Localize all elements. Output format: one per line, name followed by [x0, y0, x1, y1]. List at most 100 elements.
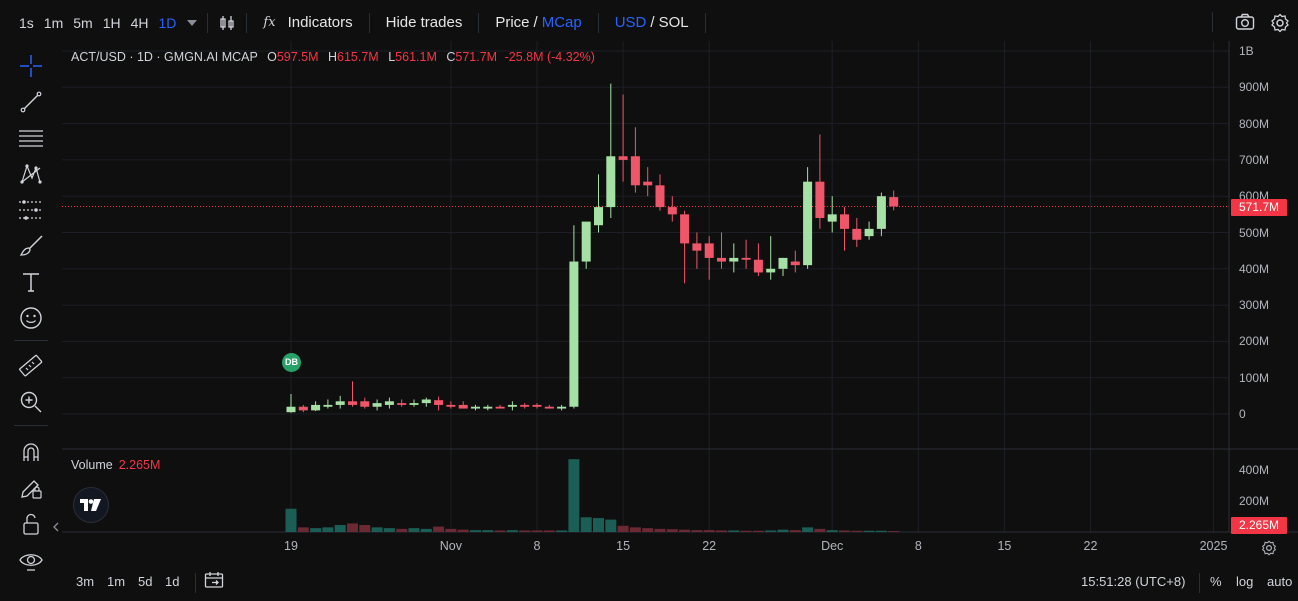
divider — [14, 340, 48, 341]
volume-bar — [666, 529, 678, 532]
range-1m[interactable]: 1m — [107, 574, 126, 589]
range-1d[interactable]: 1d — [165, 574, 180, 589]
percent-toggle[interactable]: % — [1210, 574, 1222, 589]
candle-down — [643, 181, 653, 186]
candle-down — [680, 214, 690, 244]
price-button[interactable]: Price — [495, 14, 530, 31]
tradingview-logo[interactable] — [73, 487, 109, 523]
sol-button[interactable]: SOL — [658, 14, 689, 31]
settings-gear-icon[interactable] — [1270, 13, 1290, 33]
volume-bar — [839, 530, 850, 532]
ruler-tool[interactable] — [16, 351, 46, 381]
volume-bar — [568, 459, 580, 532]
volume-bar — [593, 518, 604, 532]
trend-line-tool[interactable] — [16, 87, 46, 117]
candle-type-icon[interactable] — [218, 14, 236, 32]
smiley-icon — [20, 307, 42, 329]
trade-marker[interactable]: DB — [282, 353, 301, 372]
lock-drawing-tool[interactable] — [16, 473, 46, 503]
symbol-title[interactable]: ACT/USD · 1D · GMGN.AI MCAP — [71, 50, 258, 64]
price-tick-label: 400M — [1239, 261, 1270, 276]
timeframe-1s[interactable]: 1s — [19, 14, 34, 31]
low-value: 561.1M — [395, 50, 437, 64]
volume-bars — [285, 459, 900, 532]
candle-up — [729, 257, 739, 262]
fib-tool[interactable] — [16, 195, 46, 225]
goto-date-icon[interactable] — [204, 571, 224, 589]
magnet-tool[interactable] — [16, 437, 46, 467]
auto-toggle[interactable]: auto — [1267, 574, 1293, 589]
ohlc-legend: ACT/USD · 1D · GMGN.AI MCAP O597.5M H615… — [71, 50, 595, 64]
high-key: H — [328, 50, 338, 64]
volume-bar — [334, 525, 346, 532]
candle-up — [483, 406, 493, 409]
log-toggle[interactable]: log — [1236, 574, 1254, 589]
horizontal-lines-tool[interactable] — [16, 123, 46, 153]
volume-bar — [617, 525, 629, 532]
brush-tool[interactable] — [16, 231, 46, 261]
fx-icon: fx — [263, 15, 276, 30]
pattern-icon — [20, 164, 42, 184]
crosshair-tool[interactable] — [16, 51, 46, 81]
zoom-tool[interactable] — [16, 387, 46, 417]
timeframe-1h[interactable]: 1H — [102, 14, 121, 31]
volume-bar — [728, 530, 740, 532]
collapse-toolbar-icon[interactable] — [52, 522, 60, 532]
timeframe-1m[interactable]: 1m — [43, 14, 64, 31]
volume-bar — [470, 530, 481, 532]
volume-bar — [802, 527, 814, 532]
timeframe-5m[interactable]: 5m — [73, 14, 93, 31]
candle-up — [827, 214, 837, 222]
clock-time[interactable]: 15:51:28 (UTC+8) — [1081, 574, 1186, 589]
timeframe-4h[interactable]: 4H — [130, 14, 149, 31]
price-tick-label: 300M — [1239, 298, 1270, 313]
close-key: C — [446, 50, 456, 64]
range-5d[interactable]: 5d — [138, 574, 153, 589]
pattern-tool[interactable] — [16, 159, 46, 189]
candle-down — [360, 401, 370, 407]
candle-up — [778, 257, 788, 269]
candle-down — [852, 228, 862, 240]
time-tick-label: 22 — [1083, 539, 1098, 553]
range-3m[interactable]: 3m — [76, 574, 95, 589]
volume-bar — [863, 530, 875, 532]
candle-up — [557, 406, 567, 409]
volume-bar — [580, 517, 592, 532]
hide-tool[interactable] — [16, 545, 46, 575]
lock-tool[interactable] — [16, 509, 46, 539]
eye-icon — [19, 554, 43, 571]
volume-bar — [629, 527, 641, 532]
mcap-button[interactable]: MCap — [541, 14, 582, 31]
camera-icon[interactable] — [1235, 13, 1255, 31]
indicators-button[interactable]: fx Indicators — [257, 14, 358, 31]
emoji-tool[interactable] — [16, 303, 46, 333]
candle-up — [569, 261, 579, 407]
volume-bar — [482, 530, 494, 532]
candle-up — [421, 399, 431, 404]
volume-bar — [445, 528, 457, 532]
open-key: O — [267, 50, 277, 64]
slash-separator: / — [533, 14, 538, 31]
usd-button[interactable]: USD — [614, 14, 647, 31]
candle-up — [606, 156, 616, 208]
bottom-bar: 3m 1m 5d 1d 15:51:28 (UTC+8) % log auto — [0, 570, 1298, 601]
lock-icon — [23, 513, 39, 535]
candle-up — [864, 228, 874, 237]
volume-bar — [605, 519, 617, 532]
candle-up — [594, 207, 603, 226]
pencil-lock-icon — [21, 480, 42, 499]
time-tick-label: 8 — [533, 539, 541, 553]
timeframe-1d[interactable]: 1D — [158, 14, 177, 31]
chevron-down-icon[interactable] — [187, 19, 198, 26]
axis-settings-icon[interactable] — [1261, 540, 1277, 556]
hide-trades-button[interactable]: Hide trades — [385, 14, 463, 31]
candle-up — [876, 196, 886, 229]
candle-up — [286, 406, 296, 413]
divider — [14, 425, 48, 426]
indicators-label: Indicators — [287, 14, 353, 31]
text-tool[interactable] — [16, 267, 46, 297]
volume-tick-label: 200M — [1239, 494, 1270, 508]
trend-line-icon — [20, 91, 42, 113]
volume-bar — [494, 530, 506, 532]
